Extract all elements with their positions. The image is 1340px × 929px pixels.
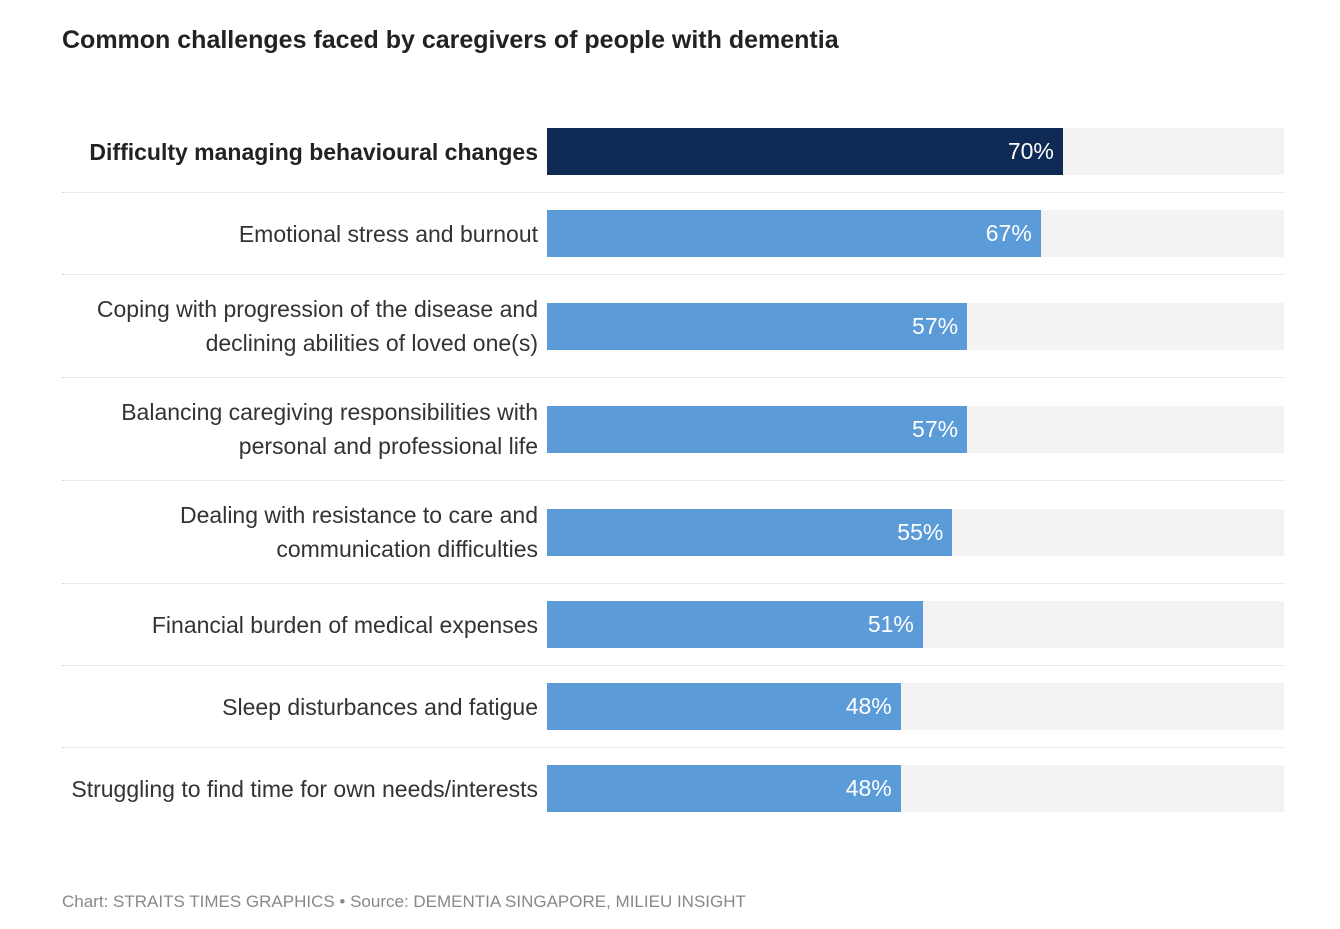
bar-row: Dealing with resistance to care and comm…: [62, 481, 1284, 584]
bar-row: Coping with progression of the disease a…: [62, 275, 1284, 378]
bar-track: 57%: [547, 302, 1284, 350]
value-label: 51%: [867, 611, 914, 637]
value-label: 70%: [1007, 138, 1054, 164]
category-label: Coping with progression of the disease a…: [96, 296, 538, 356]
bar-track: 55%: [547, 508, 1284, 556]
bar-track: 51%: [547, 601, 1284, 648]
bar: 57%: [547, 302, 968, 350]
bar-row: Difficulty managing behavioural changes 7…: [62, 111, 1284, 193]
bar-track: 48%: [547, 683, 1284, 730]
bar-track: 57%: [547, 405, 1284, 453]
bar-track: 70%: [547, 128, 1284, 175]
bar: 70%: [547, 128, 1063, 175]
category-label: Balancing caregiving responsibilities wi…: [121, 399, 538, 459]
bar-row: Emotional stress and burnout 67%: [62, 193, 1284, 275]
category-label: Sleep disturbances and fatigue: [222, 693, 538, 720]
bar: 51%: [547, 601, 923, 648]
source-note: Chart: STRAITS TIMES GRAPHICS • Source: …: [62, 892, 746, 911]
category-label: Struggling to find time for own needs/in…: [71, 775, 538, 802]
bar-row: Struggling to find time for own needs/in…: [62, 748, 1284, 829]
value-label: 67%: [985, 220, 1032, 246]
category-label: Emotional stress and burnout: [238, 220, 538, 247]
category-label: Financial burden of medical expenses: [151, 611, 538, 638]
value-label: 57%: [912, 312, 959, 339]
category-label: Dealing with resistance to care and comm…: [180, 502, 538, 562]
value-label: 48%: [845, 775, 892, 801]
chart-title: Common challenges faced by caregivers of…: [62, 26, 839, 54]
bar-track: 67%: [547, 210, 1284, 257]
bar: 48%: [547, 683, 901, 730]
bar: 67%: [547, 210, 1041, 257]
value-label: 55%: [897, 518, 944, 545]
value-label: 57%: [912, 415, 959, 442]
chart: Difficulty managing behavioural changes 7…: [62, 111, 1284, 829]
value-label: 48%: [845, 693, 892, 719]
bar: 55%: [547, 508, 953, 556]
bar-row: Sleep disturbances and fatigue 48%: [62, 666, 1284, 748]
bar-track: 48%: [547, 765, 1284, 812]
category-label: Difficulty managing behavioural changes: [89, 138, 538, 165]
bar-row: Financial burden of medical expenses 51%: [62, 584, 1284, 666]
bar-row: Balancing caregiving responsibilities wi…: [62, 378, 1284, 481]
bar: 57%: [547, 405, 968, 453]
bar: 48%: [547, 765, 901, 812]
